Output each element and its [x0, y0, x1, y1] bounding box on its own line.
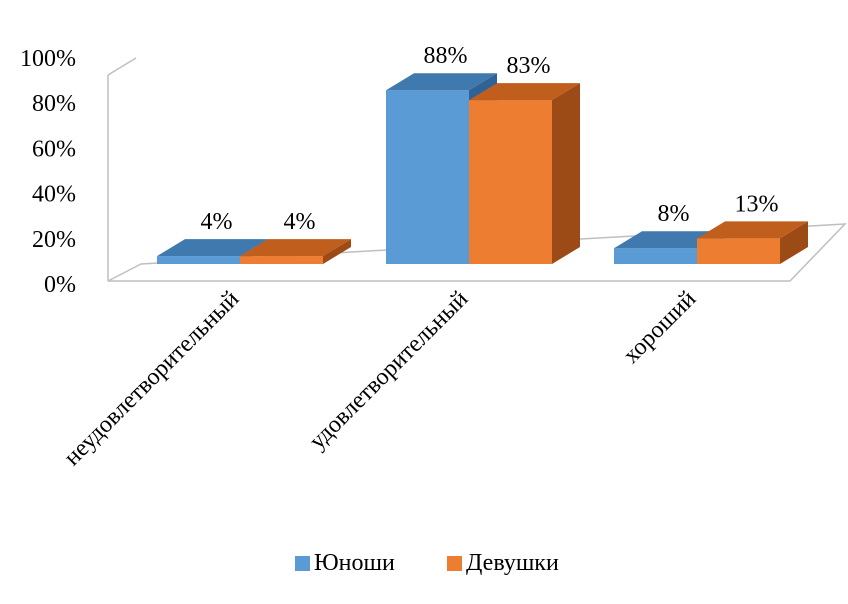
bar-top-0-0: [157, 239, 268, 257]
data-label: 4%: [284, 209, 316, 235]
y-tick-label: 40%: [32, 182, 76, 208]
data-label: 83%: [507, 53, 551, 79]
bar-front-0-1: [240, 256, 323, 264]
legend-label-1: Девушки: [466, 550, 559, 576]
data-label: 88%: [424, 43, 468, 69]
bar-front-0-0: [157, 256, 240, 264]
legend-swatch-1: [447, 556, 462, 571]
bar-side-2-1: [780, 221, 808, 264]
bar-front-1-1: [469, 100, 552, 264]
data-label: 8%: [658, 201, 690, 227]
bar-top-0-1: [240, 239, 351, 257]
bar-front-2-0: [614, 248, 697, 264]
legend-label-0: Юноши: [314, 550, 395, 576]
x-category-label: удовлетворительный: [304, 286, 473, 455]
bar-top-1-0: [386, 73, 497, 91]
y-tick-label: 20%: [32, 227, 76, 253]
chart-wall-edge: [107, 57, 137, 76]
chart-floor: [107, 223, 847, 282]
data-label: 4%: [201, 209, 233, 235]
data-label: 13%: [735, 191, 779, 217]
x-category-label: неудовлетворительный: [59, 286, 244, 471]
bar-side-0-1: [323, 239, 351, 264]
bar-top-2-1: [697, 221, 808, 239]
x-category-label: хороший: [618, 286, 701, 369]
bar-front-1-0: [386, 90, 469, 264]
y-tick-label: 80%: [32, 91, 76, 117]
y-tick-label: 100%: [20, 46, 76, 72]
y-tick-label: 0%: [44, 272, 76, 298]
y-tick-label: 60%: [32, 136, 76, 162]
bar-top-1-1: [469, 83, 580, 101]
bar-front-2-1: [697, 238, 780, 264]
legend-swatch-0: [295, 556, 310, 571]
bar-side-1-1: [552, 83, 580, 264]
